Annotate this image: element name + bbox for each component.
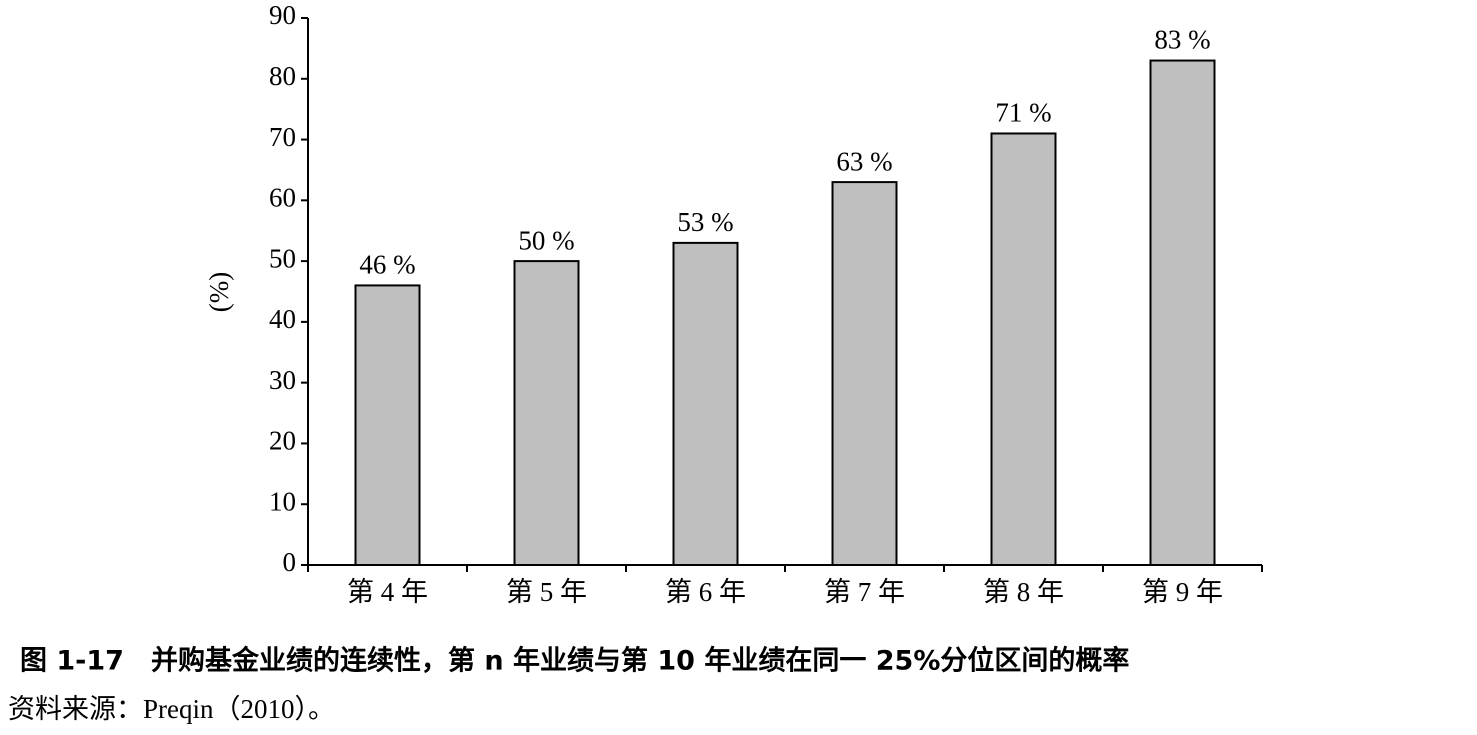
value-label: 53 % bbox=[677, 207, 733, 237]
x-tick-label: 第 5 年 bbox=[506, 577, 587, 607]
value-label: 46 % bbox=[359, 250, 415, 280]
y-tick-label: 0 bbox=[283, 547, 297, 577]
bar bbox=[672, 241, 739, 566]
y-tick-label: 30 bbox=[269, 365, 296, 395]
value-label: 63 % bbox=[836, 146, 892, 176]
value-label: 71 % bbox=[995, 98, 1051, 128]
y-tick-label: 20 bbox=[269, 426, 296, 456]
bar bbox=[1149, 59, 1216, 567]
y-tick-label: 70 bbox=[269, 122, 296, 152]
y-tick-label: 10 bbox=[269, 486, 296, 516]
x-tick-label: 第 9 年 bbox=[1142, 577, 1223, 607]
y-tick-label: 80 bbox=[269, 61, 296, 91]
x-tick-label: 第 8 年 bbox=[983, 577, 1064, 607]
bar bbox=[354, 284, 421, 566]
x-tick-label: 第 6 年 bbox=[665, 577, 746, 607]
y-tick-label: 90 bbox=[269, 0, 296, 30]
y-tick-label: 60 bbox=[269, 183, 296, 213]
value-label: 50 % bbox=[518, 225, 574, 255]
y-tick-label: 50 bbox=[269, 243, 296, 273]
x-tick-label: 第 4 年 bbox=[347, 577, 428, 607]
chart-title: 图 1-17 并购基金业绩的连续性，第 n 年业绩与第 10 年业绩在同一 25… bbox=[20, 645, 1129, 677]
bar bbox=[831, 181, 898, 566]
y-tick-label: 40 bbox=[269, 304, 296, 334]
bar bbox=[990, 132, 1057, 566]
source-note: 资料来源：Preqin（2010）。 bbox=[8, 694, 335, 724]
y-axis-label: (%) bbox=[204, 272, 234, 312]
bar bbox=[513, 260, 580, 566]
value-label: 83 % bbox=[1154, 25, 1210, 55]
x-tick-label: 第 7 年 bbox=[824, 577, 905, 607]
